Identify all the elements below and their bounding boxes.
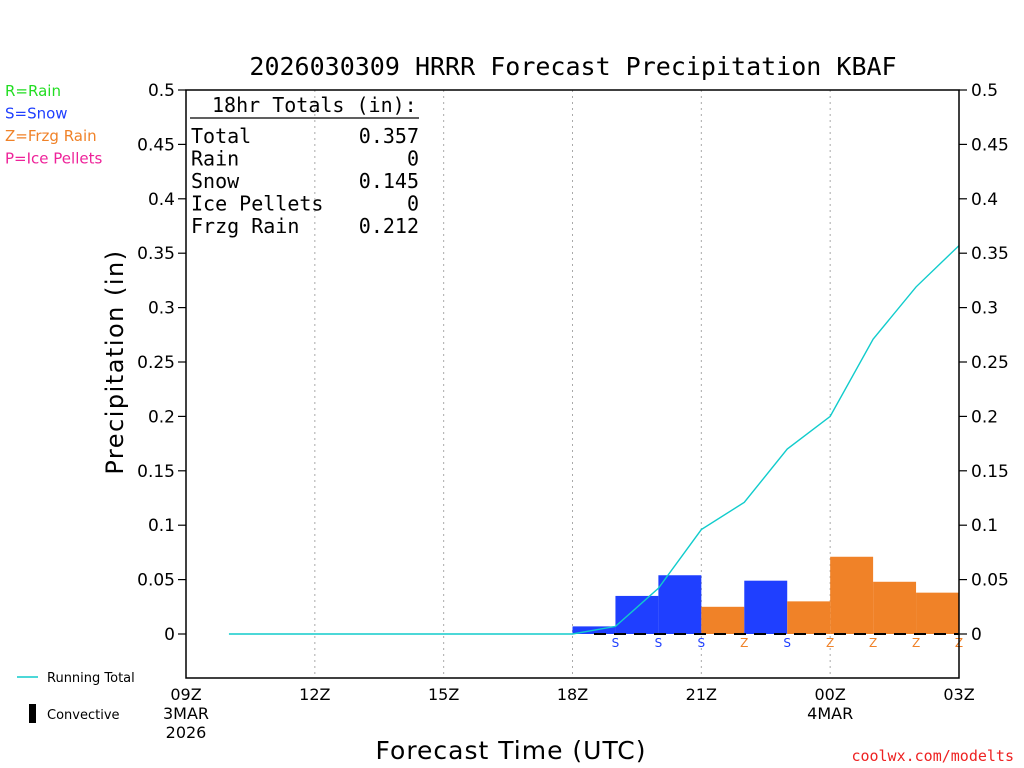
y-tick-label-left: 0.25 <box>137 353 175 373</box>
y-tick-label-right: 0.35 <box>971 244 1009 264</box>
precip-bar <box>658 575 702 634</box>
convective-legend-label: Convective <box>47 708 120 723</box>
legend-item: S=Snow <box>5 105 68 123</box>
x-tick-label: 21Z <box>686 685 717 704</box>
plot-frame <box>185 89 960 679</box>
ptype-legend: R=Rain S=Snow Z=Frzg Rain P=Ice Pellets <box>5 82 102 168</box>
y-tick-label-right: 0.1 <box>971 516 998 536</box>
precip-bar <box>615 595 659 634</box>
y-tick-label-right: 0.05 <box>971 571 1009 591</box>
vertical-gridlines <box>314 90 831 678</box>
y-tick-label-right: 0 <box>971 625 982 645</box>
precip-bar <box>744 580 788 634</box>
ptype-letter: S <box>698 636 706 650</box>
x-tick-date: 3MAR <box>163 704 209 723</box>
precip-bar <box>916 592 959 634</box>
totals-row-label: Frzg Rain <box>191 214 299 238</box>
y-tick-label-left: 0.05 <box>137 571 175 591</box>
y-tick-label-right: 0.3 <box>971 299 998 319</box>
y-tick-label-left: 0.2 <box>148 407 175 427</box>
y-tick-label-left: 0.15 <box>137 462 175 482</box>
credit-text: coolwx.com/modelts <box>851 747 1014 765</box>
y-tick-label-left: 0.35 <box>137 244 175 264</box>
precip-bar <box>873 581 917 634</box>
x-tick-label: 00Z <box>815 685 846 704</box>
precip-bar <box>830 556 874 634</box>
y-tick-label-left: 0.3 <box>148 299 175 319</box>
y-tick-label-left: 0.45 <box>137 135 175 155</box>
totals-row-value: 0 <box>407 192 419 216</box>
x-tick-label: 15Z <box>428 685 459 704</box>
totals-row-value: 0.357 <box>359 124 419 148</box>
totals-box: 18hr Totals (in): Total 0.357 Rain 0 Snow 0.1… <box>190 93 419 238</box>
y-axis-ticks: 0 0 0.05 0.05 0.1 0.1 0.15 0.15 0.2 0.2 0.25 0.25 0.… <box>137 81 1009 645</box>
totals-row-value: 0.145 <box>359 169 419 193</box>
x-tick-label: 03Z <box>943 685 974 704</box>
running-total-line <box>228 245 960 635</box>
x-tick-label: 09Z <box>170 685 201 704</box>
totals-row-value: 0 <box>407 147 419 171</box>
y-tick-label-right: 0.4 <box>971 190 998 210</box>
x-tick-label: 12Z <box>299 685 330 704</box>
bottom-legend: Running Total Convective <box>17 671 135 723</box>
y-tick-label-right: 0.5 <box>971 81 998 101</box>
ptype-letter: Z <box>740 636 748 650</box>
ptype-letter: Z <box>912 636 920 650</box>
x-tick-label: 18Z <box>557 685 588 704</box>
precip-bar <box>787 601 831 634</box>
y-tick-label-left: 0.1 <box>148 516 175 536</box>
ptype-letter: S <box>612 636 620 650</box>
y-tick-label-right: 0.15 <box>971 462 1009 482</box>
totals-row-value: 0.212 <box>359 214 419 238</box>
totals-row-label: Snow <box>191 169 240 193</box>
ptype-letter: S <box>783 636 791 650</box>
running-total-legend-label: Running Total <box>47 671 135 686</box>
totals-row-label: Rain <box>191 147 239 171</box>
legend-item: P=Ice Pellets <box>5 150 102 168</box>
precip-bars <box>572 556 959 634</box>
ptype-letter: Z <box>826 636 834 650</box>
totals-header: 18hr Totals (in): <box>212 93 417 117</box>
precip-bar <box>701 606 745 634</box>
y-tick-label-left: 0 <box>164 625 175 645</box>
totals-row-label: Ice Pellets <box>191 192 323 216</box>
y-tick-label-right: 0.2 <box>971 407 998 427</box>
y-tick-label-left: 0.4 <box>148 190 175 210</box>
x-axis-label: Forecast Time (UTC) <box>376 736 647 765</box>
ptype-letter: S <box>655 636 663 650</box>
x-tick-year: 2026 <box>166 723 207 742</box>
y-tick-label-left: 0.5 <box>148 81 175 101</box>
totals-row-label: Total <box>191 124 251 148</box>
y-tick-label-right: 0.45 <box>971 135 1009 155</box>
y-tick-label-right: 0.25 <box>971 353 1009 373</box>
ptype-letter: Z <box>869 636 877 650</box>
x-tick-date: 4MAR <box>807 704 853 723</box>
legend-item: Z=Frzg Rain <box>5 127 97 145</box>
convective-legend-swatch <box>29 704 36 723</box>
y-axis-label: Precipitation (in) <box>101 249 129 474</box>
legend-item: R=Rain <box>5 82 61 100</box>
chart-title: 2026030309 HRRR Forecast Precipitation K… <box>249 52 896 81</box>
